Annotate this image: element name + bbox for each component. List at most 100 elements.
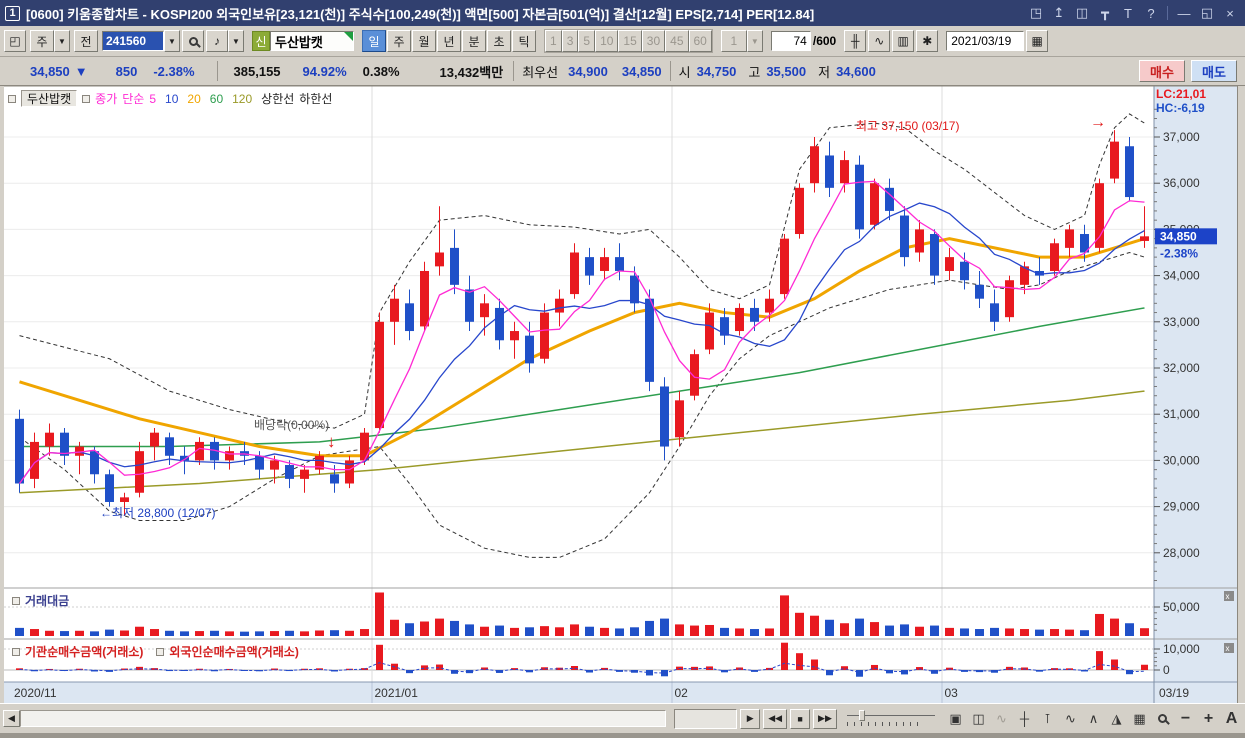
period-button-주[interactable]: 주 [387, 30, 411, 52]
restore-icon[interactable]: ◱ [1200, 5, 1214, 20]
trendline-tool-icon[interactable]: ⊺ [1044, 710, 1051, 726]
sound-dropdown-icon[interactable]: ▼ [228, 30, 244, 52]
svg-text:2020/11: 2020/11 [14, 686, 57, 700]
svg-text:x: x [1226, 644, 1230, 653]
pattern-tool-icon[interactable]: ◮ [1111, 710, 1122, 726]
chart-image-icon[interactable]: ▦ [1133, 710, 1146, 726]
slider-thumb-icon[interactable] [858, 709, 865, 721]
open-label: 시 [678, 64, 691, 80]
svg-text:HC:-6,19: HC:-6,19 [1156, 101, 1205, 115]
minimize-icon[interactable]: — [1177, 5, 1191, 21]
minute-button-30[interactable]: 30 [641, 30, 666, 52]
minute-button-10[interactable]: 10 [595, 30, 619, 52]
minute-button-15[interactable]: 15 [618, 30, 642, 52]
chart-window-icon[interactable]: ◰ [4, 30, 26, 52]
close-icon[interactable]: × [1226, 5, 1234, 21]
svg-text:x: x [1226, 592, 1230, 601]
sound-button[interactable]: ♪ [206, 30, 228, 52]
horizontal-scrollbar[interactable]: ◀ [3, 710, 666, 727]
play-button[interactable]: ▶ [740, 708, 761, 729]
ma20-line [19, 237, 1145, 458]
duplicate-window-icon[interactable]: ◫ [1075, 5, 1089, 20]
price-direction-icon: ▼ [74, 63, 88, 79]
pin-icon[interactable]: ┳ [1101, 5, 1109, 20]
foreign-netbuy-line [19, 662, 1145, 674]
save-icon[interactable]: ▥ [892, 30, 915, 52]
font-size-icon[interactable]: A [1225, 709, 1238, 727]
crosshair-tool-icon[interactable]: ┼ [1019, 711, 1030, 726]
svg-text:32,000: 32,000 [1163, 361, 1200, 375]
best-quote-label: 최우선 [522, 64, 559, 80]
price-change: 850 [115, 63, 138, 79]
high-label: 고 [748, 64, 761, 80]
speed-slider[interactable] [846, 709, 935, 729]
code-dropdown-icon[interactable]: ▼ [164, 30, 180, 52]
minute-button-1[interactable]: 1 [545, 30, 562, 52]
period-button-틱[interactable]: 틱 [512, 30, 536, 52]
bar-count-input[interactable] [770, 31, 811, 51]
period-button-일[interactable]: 일 [362, 30, 386, 52]
period-button-년[interactable]: 년 [437, 30, 461, 52]
line-chart-icon[interactable]: ∿ [868, 30, 891, 52]
scrollbar-track[interactable] [20, 710, 666, 727]
compare-chart-icon[interactable]: ∿ [996, 710, 1007, 726]
scroll-left-icon[interactable]: ◀ [3, 710, 20, 727]
price-chart-canvas[interactable]: 37,00036,00035,00034,00033,00032,00031,0… [4, 86, 1237, 703]
window-bottom-frame [0, 733, 1245, 738]
search-icon [188, 36, 198, 46]
candle-settings-icon[interactable]: ╫ [844, 30, 867, 52]
price-change-pct: -2.38% [153, 63, 195, 79]
date-input[interactable] [946, 31, 1025, 51]
market-type-select[interactable]: 주 [30, 30, 54, 52]
period-button-월[interactable]: 월 [412, 30, 436, 52]
period-button-분[interactable]: 분 [462, 30, 486, 52]
minute-button-3[interactable]: 3 [561, 30, 579, 52]
stock-flag-triangle-icon [344, 32, 353, 41]
settings-gear-icon[interactable]: ✱ [916, 30, 939, 52]
multi-window-icon[interactable]: ▣ [949, 710, 962, 726]
buy-button[interactable]: 매수 [1139, 60, 1185, 82]
fast-forward-button[interactable]: ▶▶ [813, 708, 837, 729]
low-label: 저 [818, 64, 831, 80]
zoom-in-icon[interactable]: + [1203, 709, 1214, 727]
market-type-dropdown-icon[interactable]: ▼ [54, 30, 70, 52]
all-markets-button[interactable]: 전 [74, 30, 98, 52]
popout-icon[interactable]: ◳ [1029, 5, 1043, 20]
window-title: [0600] 키움종합차트 - KOSPI200 외국인보유[23,121(천)… [26, 6, 815, 22]
peak-tool-icon[interactable]: ∧ [1088, 710, 1099, 726]
best-bid: 34,850 [621, 63, 662, 79]
sell-button[interactable]: 매도 [1191, 60, 1237, 82]
zoom-out-icon[interactable]: − [1180, 709, 1191, 727]
minute-combo-value[interactable]: 1 [720, 30, 747, 52]
minute-button-60[interactable]: 60 [688, 30, 712, 52]
rewind-button[interactable]: ◀◀ [763, 708, 788, 729]
svg-text:-2.38%: -2.38% [1160, 246, 1198, 260]
stock-name-box[interactable]: 두산밥캣 [270, 31, 354, 51]
volume-bars [15, 592, 1149, 636]
always-on-top-icon[interactable]: ↥ [1053, 5, 1065, 20]
wave-tool-icon[interactable]: ∿ [1065, 710, 1076, 726]
stop-button[interactable]: ■ [790, 708, 811, 729]
ma10-line [18, 202, 1145, 484]
period-button-초[interactable]: 초 [487, 30, 511, 52]
zoom-icon[interactable] [1152, 708, 1173, 729]
calendar-button[interactable]: ▦ [1026, 30, 1049, 52]
search-button[interactable] [182, 30, 204, 52]
minute-button-5[interactable]: 5 [578, 30, 596, 52]
svg-text:29,000: 29,000 [1163, 500, 1200, 514]
svg-text:02: 02 [675, 686, 689, 700]
low-value: 34,600 [836, 63, 876, 79]
volume-value: 385,155 [233, 63, 281, 79]
ratio-secondary: 0.38% [362, 63, 400, 79]
svg-text:2021/01: 2021/01 [375, 686, 419, 700]
stock-code-input[interactable] [102, 31, 164, 51]
trade-amount: 13,432백만 [439, 64, 504, 80]
cascade-windows-icon[interactable]: ◫ [972, 710, 985, 726]
text-tool-icon[interactable]: T [1124, 5, 1132, 21]
svg-text:28,000: 28,000 [1163, 546, 1200, 560]
quote-bar: 34,850 ▼ 850 -2.38% 385,155 94.92% 0.38%… [0, 57, 1245, 86]
window-number-badge: 1 [5, 5, 20, 21]
help-icon[interactable]: ? [1147, 5, 1155, 21]
minute-button-45[interactable]: 45 [665, 30, 689, 52]
